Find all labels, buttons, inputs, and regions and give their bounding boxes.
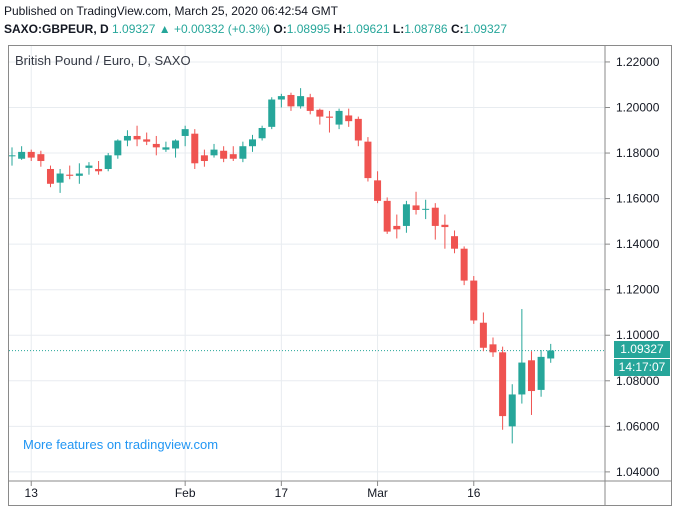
y-tick-label: 1.14000 [616, 237, 660, 251]
candle-body [191, 133, 199, 164]
candle-body [374, 180, 382, 201]
y-tick-label: 1.20000 [616, 100, 660, 114]
open-value: 1.08995 [286, 22, 331, 36]
candle-body [479, 322, 487, 348]
candle-body [547, 350, 555, 359]
candle-body [133, 135, 141, 140]
open-label: O: [273, 22, 287, 36]
symbol-legend: SAXO:GBPEUR, D 1.09327 ▲ +0.00332 (+0.3%… [4, 22, 507, 36]
candle-body [114, 140, 122, 156]
candle-body [239, 146, 247, 159]
candle-body [85, 165, 93, 168]
candle-body [162, 147, 170, 150]
close-value: 1.09327 [463, 22, 507, 36]
candle-body [123, 135, 131, 141]
candle-body [27, 151, 35, 158]
published-caption: Published on TradingView.com, March 25, … [4, 4, 338, 18]
candle-body [75, 173, 83, 176]
low-label: L: [392, 22, 405, 36]
candle-body [335, 110, 343, 125]
y-tick-label: 1.22000 [616, 55, 660, 69]
last-price: 1.09327 [112, 22, 156, 36]
x-tick-label: 16 [467, 486, 481, 500]
candle-body [18, 151, 26, 159]
candle-body [210, 149, 218, 156]
y-tick-label: 1.04000 [616, 465, 660, 479]
x-tick-label: Mar [367, 486, 388, 500]
candle-body [345, 115, 353, 122]
candle-body [499, 352, 507, 417]
candle-body [306, 97, 314, 111]
high-label: H: [333, 22, 347, 36]
candle-body [66, 174, 74, 176]
candle-body [181, 129, 189, 136]
candle-body [37, 154, 45, 162]
chart-title: British Pound / Euro, D, SAXO [15, 53, 191, 68]
candle-body [277, 96, 285, 100]
candle-body [518, 362, 526, 395]
candle-body [287, 94, 295, 107]
candle-body [104, 155, 112, 169]
candle-body [152, 143, 160, 148]
candle-body [527, 360, 535, 392]
candle-body [422, 208, 430, 210]
candle-body [460, 248, 468, 281]
candle-body [220, 150, 228, 159]
candle-body [508, 394, 516, 427]
high-value: 1.09621 [346, 22, 390, 36]
candle-body [383, 200, 391, 232]
candle-body [8, 155, 16, 157]
low-value: 1.08786 [404, 22, 448, 36]
candle-body [297, 96, 305, 107]
candle-body [56, 173, 64, 183]
candle-body [325, 116, 333, 118]
y-tick-label: 1.08000 [616, 374, 660, 388]
candle-body [402, 204, 410, 226]
tradingview-link[interactable]: More features on tradingview.com [23, 437, 219, 452]
candle-body [412, 205, 420, 210]
candle-body [172, 140, 180, 149]
y-tick-label: 1.10000 [616, 328, 660, 342]
last-price-tag: 1.09327 [614, 341, 670, 358]
y-tick-label: 1.12000 [616, 283, 660, 297]
candle-body [470, 280, 478, 321]
candle-body [258, 127, 266, 139]
candle-body [451, 236, 459, 249]
candle-body [95, 168, 103, 172]
candle-body [431, 207, 439, 226]
y-tick-label: 1.06000 [616, 419, 660, 433]
candle-body [46, 168, 54, 184]
price-change: ▲ +0.00332 (+0.3%) [158, 22, 271, 36]
candle-body [354, 118, 362, 141]
x-tick-label: 17 [275, 486, 289, 500]
symbol-name: SAXO:GBPEUR, D [4, 22, 109, 36]
close-label: C: [450, 22, 464, 36]
candle-body [200, 155, 208, 162]
candle-body [316, 109, 324, 117]
candle-body [537, 356, 545, 390]
candle-body [249, 139, 256, 147]
candle-body [229, 154, 237, 159]
countdown-tag: 14:17:07 [614, 359, 670, 376]
x-tick-label: Feb [175, 486, 196, 500]
x-tick-label: 13 [25, 486, 39, 500]
candle-body [143, 139, 151, 142]
candle-body [489, 344, 497, 353]
candle-body [268, 99, 276, 127]
y-tick-label: 1.18000 [616, 146, 660, 160]
candle-body [393, 225, 401, 230]
y-tick-label: 1.16000 [616, 192, 660, 206]
candle-body [364, 141, 372, 179]
candle-body [441, 224, 449, 228]
